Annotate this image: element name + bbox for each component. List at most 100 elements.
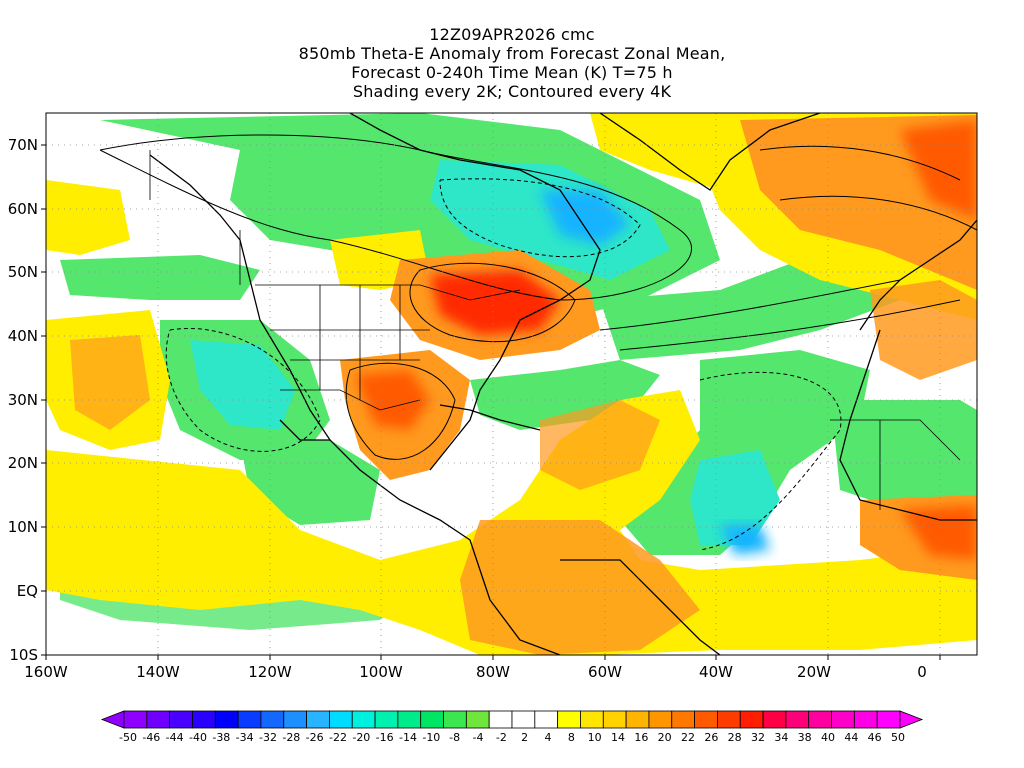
lon-label: 60W <box>588 663 622 681</box>
colorbar-swatch <box>260 710 285 729</box>
colorbar-label: -50 <box>119 731 137 744</box>
lat-label: 10N <box>8 518 38 536</box>
colorbar-label: -16 <box>376 731 394 744</box>
colorbar-label: -14 <box>399 731 417 744</box>
title-line-3: Forecast 0-240h Time Mean (K) T=75 h <box>351 63 673 82</box>
colorbar-label: 10 <box>588 731 602 744</box>
colorbar-swatch <box>876 710 901 729</box>
colorbar-swatch <box>739 710 764 729</box>
colorbar-label: -46 <box>142 731 160 744</box>
colorbar-swatch <box>443 710 467 729</box>
colorbar-swatch <box>694 710 718 729</box>
colorbar-swatch <box>785 710 810 729</box>
colorbar-label: 50 <box>891 731 905 744</box>
colorbar-swatch <box>717 710 741 729</box>
lat-label: 30N <box>8 391 38 409</box>
colorbar-label: -38 <box>212 731 230 744</box>
colorbar-label: 14 <box>611 731 625 744</box>
lon-label: 160W <box>24 663 68 681</box>
colorbar-swatch <box>146 710 171 729</box>
latitude-labels: 70N 60N 50N 40N 30N 20N 10N EQ 10S <box>8 136 38 664</box>
coastlines <box>149 113 977 655</box>
lat-label: 20N <box>8 454 38 472</box>
lat-label: 40N <box>8 327 38 345</box>
chart-title-block: 12Z09APR2026 cmc 850mb Theta-E Anomaly f… <box>0 25 1024 101</box>
lon-label: 20W <box>797 663 831 681</box>
plot-frame <box>45 112 978 656</box>
colorbar-swatch <box>488 710 513 729</box>
colorbar-label: -32 <box>259 731 277 744</box>
colorbar-swatch <box>580 710 604 729</box>
longitude-labels: 160W 140W 120W 100W 80W 60W 40W 20W 0 <box>24 663 927 681</box>
colorbar-label: 28 <box>728 731 742 744</box>
colorbar-swatch <box>374 710 399 729</box>
colorbar-label: -4 <box>473 731 484 744</box>
colorbar-label: 20 <box>658 731 672 744</box>
lon-label: 40W <box>699 663 733 681</box>
colorbar-label: -2 <box>496 731 507 744</box>
colorbar-label: 8 <box>568 731 575 744</box>
lat-label: 70N <box>8 136 38 154</box>
colorbar-label: -8 <box>449 731 460 744</box>
colorbar-label: 38 <box>798 731 812 744</box>
colorbar-swatch <box>465 710 490 729</box>
colorbar-swatch <box>671 710 695 729</box>
negative-anomaly-shading <box>60 113 977 630</box>
colorbar-label: 22 <box>681 731 695 744</box>
axis-ticks <box>41 144 941 660</box>
colorbar-label: 2 <box>521 731 528 744</box>
colorbar-swatch <box>831 710 855 729</box>
political-borders <box>149 150 961 510</box>
colorbar-swatch <box>534 710 559 729</box>
colorbar-label: 4 <box>545 731 552 744</box>
lon-label: 100W <box>359 663 403 681</box>
colorbar-label: -20 <box>352 731 370 744</box>
colorbar-left-arrow <box>100 710 125 729</box>
colorbar-swatch <box>762 710 787 729</box>
colorbar-swatch <box>397 710 422 729</box>
colorbar-swatch <box>123 710 148 729</box>
anomaly-field <box>46 113 977 655</box>
colorbar-swatch <box>192 710 216 729</box>
lat-label: 10S <box>9 646 38 664</box>
colorbar-swatch <box>306 710 330 729</box>
colorbar-label: -10 <box>422 731 440 744</box>
colorbar-swatch <box>283 710 307 729</box>
graticule <box>46 113 977 655</box>
lat-label: 50N <box>8 263 38 281</box>
title-line-4: Shading every 2K; Contoured every 4K <box>352 82 672 101</box>
colorbar-label: 44 <box>844 731 858 744</box>
colorbar-label: 16 <box>634 731 648 744</box>
colorbar-label: -26 <box>306 731 324 744</box>
contour-lines <box>99 134 977 551</box>
positive-anomaly-shading <box>46 113 977 655</box>
colorbar: -50 -46 -44 -40 -38 -34 -32 -28 -26 -22 -20 -16 -14-… <box>100 710 924 744</box>
colorbar-swatch <box>214 710 239 729</box>
colorbar-swatch <box>511 710 536 729</box>
colorbar-label: 40 <box>821 731 835 744</box>
colorbar-swatch <box>853 710 878 729</box>
lon-label: 140W <box>136 663 180 681</box>
lon-label: 120W <box>248 663 292 681</box>
colorbar-swatch <box>237 710 262 729</box>
colorbar-swatch <box>557 710 581 729</box>
colorbar-swatch <box>169 710 193 729</box>
lon-label: 80W <box>476 663 510 681</box>
title-line-2: 850mb Theta-E Anomaly from Forecast Zona… <box>298 44 726 63</box>
colorbar-label: -28 <box>282 731 300 744</box>
colorbar-swatch <box>329 710 353 729</box>
lat-label: 60N <box>8 200 38 218</box>
title-line-1: 12Z09APR2026 cmc <box>429 25 595 44</box>
colorbar-label: -34 <box>236 731 254 744</box>
colorbar-swatch <box>648 710 673 729</box>
colorbar-label: 26 <box>704 731 718 744</box>
colorbar-swatch <box>602 710 627 729</box>
colorbar-swatch <box>625 710 650 729</box>
colorbar-swatch <box>808 710 832 729</box>
colorbar-label: 32 <box>751 731 765 744</box>
colorbar-label: -44 <box>166 731 184 744</box>
colorbar-swatch <box>351 710 376 729</box>
colorbar-label: 34 <box>774 731 788 744</box>
lat-label: EQ <box>17 582 38 600</box>
